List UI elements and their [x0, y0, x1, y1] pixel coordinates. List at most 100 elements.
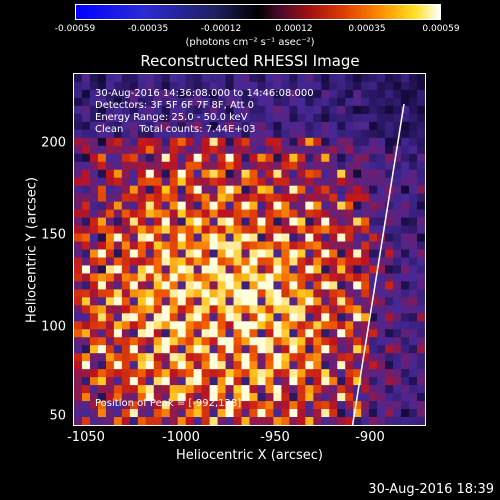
image-pixel [209, 417, 219, 425]
image-pixel [217, 329, 227, 338]
image-pixel [337, 145, 346, 155]
image-pixel [233, 353, 243, 362]
image-pixel [217, 153, 227, 163]
image-pixel [313, 321, 322, 330]
image-pixel [417, 281, 425, 290]
image-pixel [177, 105, 187, 115]
image-pixel [121, 177, 131, 187]
image-pixel [377, 329, 386, 338]
image-pixel [401, 289, 410, 298]
image-pixel [201, 289, 211, 298]
image-pixel [81, 121, 91, 131]
image-pixel [105, 401, 115, 410]
image-pixel [129, 145, 139, 155]
image-pixel [81, 169, 91, 179]
image-pixel [121, 225, 131, 235]
image-pixel [217, 409, 227, 418]
image-pixel [249, 113, 259, 123]
image-pixel [217, 337, 227, 346]
image-pixel [81, 97, 91, 107]
image-pixel [89, 369, 99, 378]
image-pixel [257, 305, 267, 314]
image-pixel [201, 409, 211, 418]
image-pixel [105, 249, 115, 259]
image-pixel [81, 185, 91, 195]
image-pixel [417, 121, 425, 131]
image-pixel [353, 401, 362, 410]
image-pixel [409, 329, 418, 338]
image-pixel [161, 201, 171, 211]
image-pixel [401, 409, 410, 418]
image-pixel [297, 105, 306, 115]
image-pixel [137, 185, 147, 195]
image-pixel [345, 233, 354, 243]
image-pixel [105, 313, 115, 322]
image-pixel [201, 105, 211, 115]
image-pixel [337, 289, 346, 298]
image-pixel [225, 97, 235, 107]
image-pixel [281, 161, 290, 171]
image-pixel [153, 313, 163, 322]
image-pixel [217, 217, 227, 227]
image-pixel [217, 257, 227, 267]
image-pixel [289, 97, 298, 107]
image-pixel [233, 185, 243, 195]
image-pixel [337, 113, 346, 123]
image-pixel [417, 89, 425, 99]
image-pixel [417, 385, 425, 394]
image-pixel [97, 249, 107, 259]
image-pixel [169, 161, 179, 171]
image-pixel [401, 233, 410, 243]
image-pixel [97, 273, 107, 283]
image-pixel [217, 177, 227, 187]
image-pixel [385, 161, 394, 171]
image-pixel [201, 305, 211, 314]
image-pixel [113, 289, 123, 298]
image-pixel [273, 249, 283, 259]
image-pixel [225, 265, 235, 275]
image-pixel [361, 225, 370, 235]
image-pixel [385, 97, 394, 107]
image-pixel [209, 153, 219, 163]
image-pixel [241, 185, 251, 195]
image-pixel [273, 385, 283, 394]
image-pixel [377, 129, 386, 139]
image-pixel [305, 177, 314, 187]
image-pixel [377, 233, 386, 243]
image-pixel [209, 297, 219, 306]
image-pixel [105, 137, 115, 147]
image-pixel [361, 241, 370, 251]
image-pixel [161, 169, 171, 179]
image-pixel [345, 81, 354, 91]
image-pixel [409, 129, 418, 139]
image-pixel [81, 201, 91, 211]
image-pixel [393, 297, 402, 306]
image-pixel [393, 353, 402, 362]
image-pixel [265, 289, 275, 298]
image-pixel [209, 393, 219, 402]
image-pixel [297, 89, 306, 99]
image-pixel [74, 305, 83, 314]
image-pixel [105, 345, 115, 354]
image-pixel [121, 393, 131, 402]
image-pixel [377, 225, 386, 235]
image-pixel [137, 393, 147, 402]
image-pixel [153, 217, 163, 227]
image-pixel [265, 233, 275, 243]
image-pixel [217, 89, 227, 99]
image-pixel [74, 113, 83, 123]
image-pixel [257, 137, 267, 147]
image-pixel [345, 121, 354, 131]
image-pixel [345, 409, 354, 418]
image-pixel [153, 129, 163, 139]
image-pixel [257, 401, 267, 410]
image-pixel [209, 409, 219, 418]
image-pixel [273, 217, 283, 227]
image-pixel [169, 185, 179, 195]
image-pixel [329, 193, 338, 203]
image-pixel [185, 137, 195, 147]
image-pixel [105, 377, 115, 386]
image-pixel [233, 369, 243, 378]
image-pixel [225, 193, 235, 203]
image-pixel [241, 153, 251, 163]
